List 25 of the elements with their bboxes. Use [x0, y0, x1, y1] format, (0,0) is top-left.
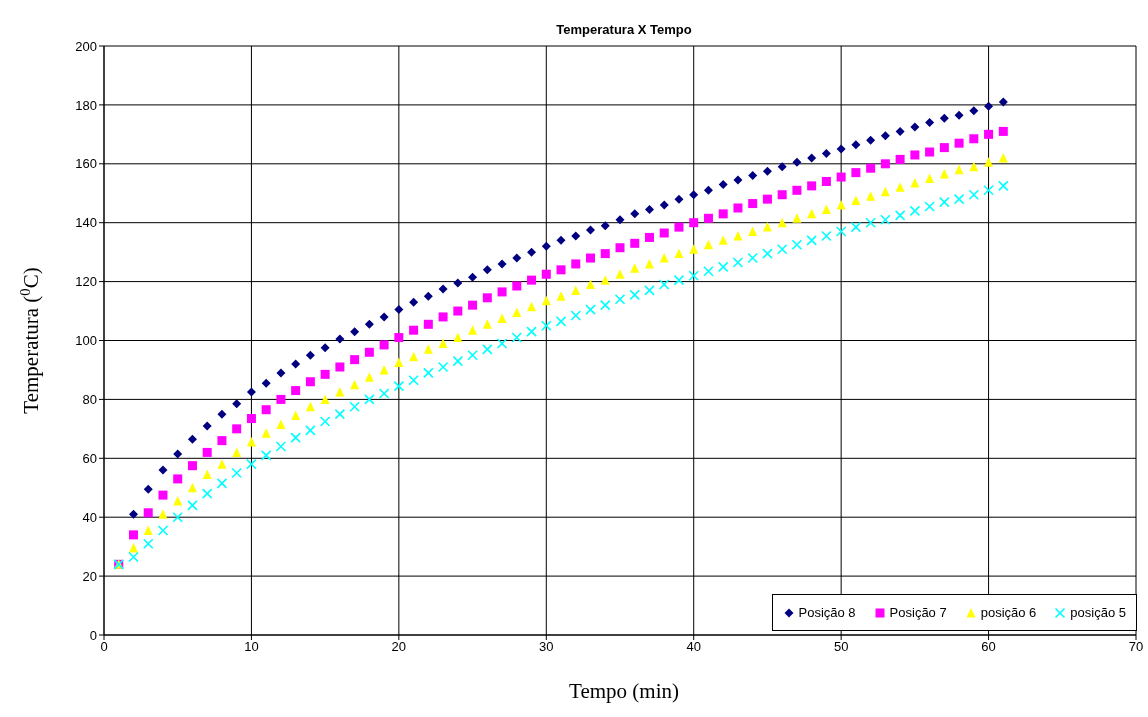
legend-label: Posição 7	[889, 605, 947, 620]
y-tick-label: 80	[82, 392, 97, 408]
y-tick-label: 160	[75, 156, 97, 172]
y-tick-label: 140	[75, 215, 97, 231]
chart-title: Temperatura X Tempo	[555, 22, 693, 37]
y-tick-label: 0	[89, 627, 97, 643]
y-tick-label: 100	[75, 333, 97, 349]
y-tick-label: 120	[75, 274, 97, 290]
y-tick-label: 20	[82, 568, 97, 584]
x-tick-label: 30	[539, 639, 554, 655]
x-tick-label: 10	[244, 639, 259, 655]
x-tick-label: 60	[981, 639, 996, 655]
legend-label: Posição 8	[798, 605, 856, 620]
x-tick-label: 50	[833, 639, 849, 655]
legend-label: posição 5	[1070, 605, 1126, 620]
x-tick-label: 0	[100, 639, 108, 655]
x-axis-title: Tempo (min)	[569, 679, 679, 703]
x-tick-label: 40	[686, 639, 701, 655]
y-tick-label: 180	[75, 97, 97, 113]
y-tick-label: 60	[82, 450, 97, 466]
x-tick-label: 70	[1128, 639, 1144, 655]
legend-label: posição 6	[980, 605, 1037, 620]
y-tick-label: 40	[82, 509, 97, 525]
x-tick-label: 20	[391, 639, 407, 655]
y-tick-label: 200	[75, 38, 97, 54]
